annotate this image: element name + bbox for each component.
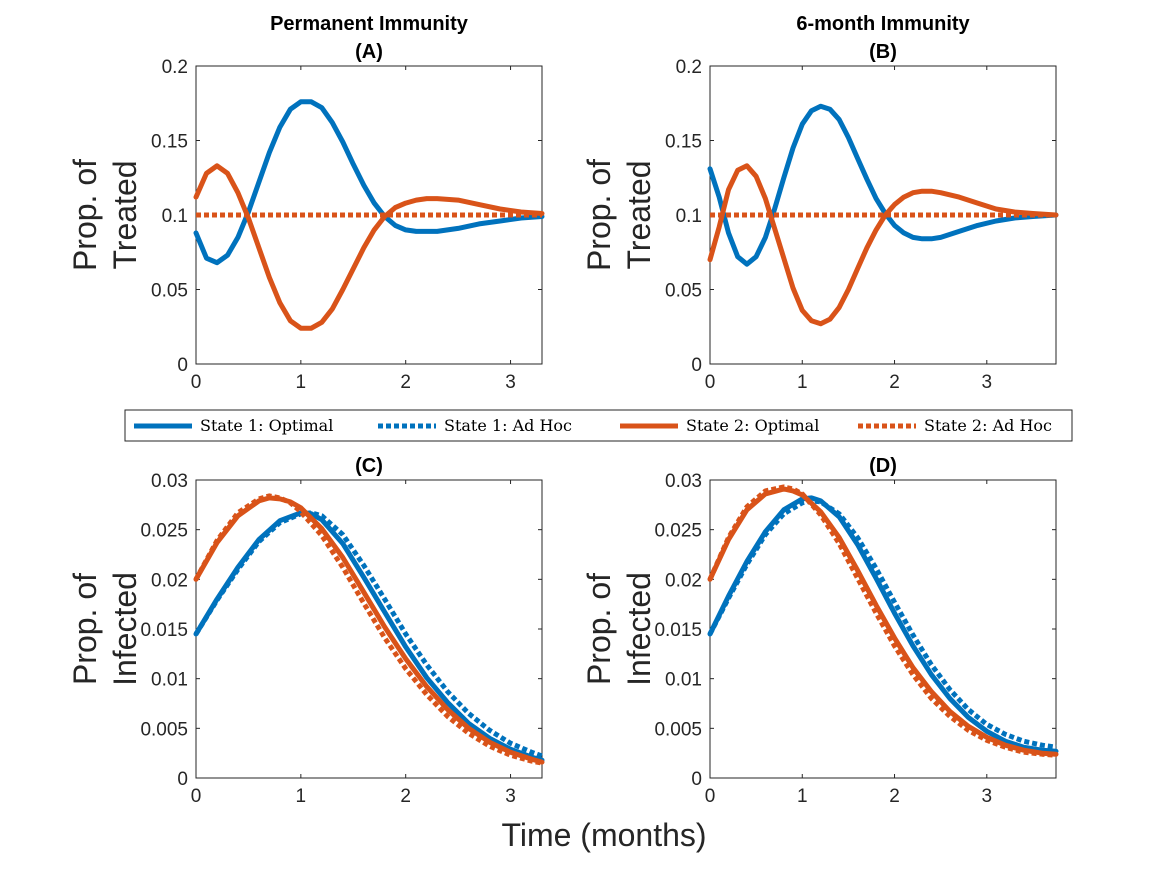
y-tick-label: 0.015 <box>654 620 702 641</box>
series-line-state-1-ad-hoc <box>193 510 543 759</box>
y-tick-label: 0.15 <box>151 132 188 153</box>
y-tick-label: 0.2 <box>162 57 188 78</box>
x-tick-label: 3 <box>982 786 993 807</box>
y-tick-label: 0.03 <box>151 471 188 492</box>
x-tick-label: 2 <box>400 372 411 393</box>
series-line-state-2-optimal <box>193 163 545 331</box>
y-tick-label: 0.01 <box>151 670 188 691</box>
y-axis-label: Prop. of Treated <box>67 159 143 271</box>
x-tick-label: 0 <box>191 786 202 807</box>
x-axis-label: Time (months) <box>501 817 706 853</box>
panel-title: Permanent Immunity <box>270 13 469 35</box>
y-tick-label: 0.02 <box>665 570 702 591</box>
x-tick-label: 3 <box>982 372 993 393</box>
y-axis-label: Prop. of Treated <box>581 159 657 271</box>
y-tick-label: 0 <box>691 769 702 790</box>
series-line-state-1-optimal <box>707 495 1059 754</box>
y-tick-label: 0.2 <box>676 57 702 78</box>
x-tick-label: 3 <box>505 372 516 393</box>
y-tick-label: 0.05 <box>151 281 188 302</box>
x-tick-label: 0 <box>705 372 716 393</box>
y-tick-label: 0.02 <box>151 570 188 591</box>
x-tick-label: 1 <box>296 372 307 393</box>
legend-label: State 1: Ad Hoc <box>444 416 572 435</box>
x-tick-label: 2 <box>889 786 900 807</box>
y-tick-label: 0.05 <box>665 281 702 302</box>
y-axis-label: Prop. of Infected <box>581 572 657 686</box>
panel-title: 6-month Immunity <box>796 13 970 35</box>
axes-box <box>195 479 543 779</box>
y-tick-label: 0 <box>691 355 702 376</box>
y-tick-label: 0.025 <box>140 521 188 542</box>
y-tick-label: 0.025 <box>654 521 702 542</box>
y-tick-label: 0.01 <box>665 670 702 691</box>
y-tick-label: 0.1 <box>162 206 188 227</box>
series-line-state-1-ad-hoc <box>707 498 1057 750</box>
x-tick-label: 1 <box>296 786 307 807</box>
legend-label: State 2: Optimal <box>686 416 819 435</box>
panel-d: 0 1 2 3 0 0.005 0.01 0.015 0.02 0.025 0.03 (D) Prop.… <box>581 455 1059 807</box>
legend: State 1: Optimal State 1: Ad Hoc State 2: … <box>124 409 1073 442</box>
series-line-state-1-optimal <box>193 99 545 266</box>
x-tick-label: 3 <box>505 786 516 807</box>
legend-label: State 1: Optimal <box>200 416 333 435</box>
series-line-state-2-optimal <box>707 163 1059 327</box>
panel-subtitle: (D) <box>869 455 897 477</box>
x-tick-label: 2 <box>400 786 411 807</box>
x-tick-label: 1 <box>797 372 808 393</box>
y-tick-label: 0 <box>177 355 188 376</box>
series-line-state-1-optimal <box>707 103 1059 267</box>
series-line-state-2-ad-hoc <box>193 493 543 766</box>
panel-c: 0 1 2 3 0 0.005 0.01 0.015 0.02 0.025 0.03 (C) Prop.… <box>67 455 545 807</box>
legend-label: State 2: Ad Hoc <box>924 416 1052 435</box>
y-tick-label: 0.1 <box>676 206 702 227</box>
panel-subtitle: (C) <box>355 455 383 477</box>
panel-a: 0 1 2 3 0 0.05 0.1 0.15 0.2 Permanent Immunity (A)… <box>67 13 545 393</box>
y-tick-label: 0.005 <box>654 719 702 740</box>
y-axis-label: Prop. of Infected <box>67 572 143 686</box>
y-tick-label: 0.15 <box>665 132 702 153</box>
x-tick-label: 1 <box>797 786 808 807</box>
panel-b: 0 1 2 3 0 0.05 0.1 0.15 0.2 6-month Immunity (B) Pr… <box>581 13 1059 393</box>
series-line-state-2-ad-hoc <box>707 484 1057 758</box>
x-tick-label: 0 <box>705 786 716 807</box>
y-tick-label: 0 <box>177 769 188 790</box>
panel-subtitle: (B) <box>869 41 897 63</box>
y-tick-label: 0.015 <box>140 620 188 641</box>
panels: 0 1 2 3 0 0.05 0.1 0.15 0.2 Permanent Immunity (A)… <box>67 13 1059 807</box>
panel-subtitle: (A) <box>355 41 383 63</box>
x-tick-label: 2 <box>889 372 900 393</box>
y-tick-label: 0.03 <box>665 471 702 492</box>
series-line-state-2-optimal <box>707 486 1059 757</box>
x-tick-label: 0 <box>191 372 202 393</box>
y-tick-label: 0.005 <box>140 719 188 740</box>
